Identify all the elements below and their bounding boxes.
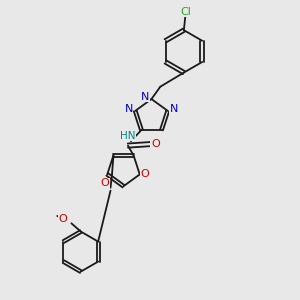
- Text: Cl: Cl: [180, 7, 191, 16]
- Text: HN: HN: [120, 131, 136, 141]
- Text: O: O: [151, 139, 160, 149]
- Text: N: N: [170, 104, 178, 114]
- Text: O: O: [58, 214, 67, 224]
- Text: N: N: [124, 104, 133, 114]
- Text: N: N: [141, 92, 149, 102]
- Text: O: O: [141, 169, 149, 179]
- Text: O: O: [101, 178, 110, 188]
